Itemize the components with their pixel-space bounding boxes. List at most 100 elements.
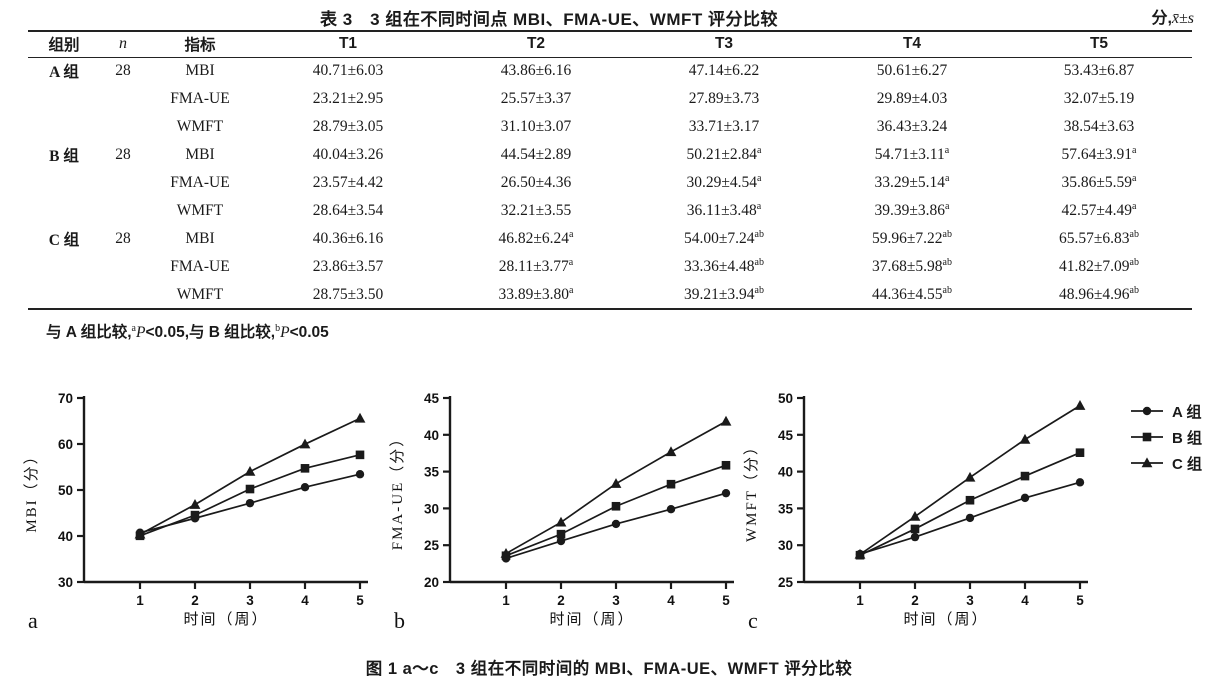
svg-text:4: 4 xyxy=(1021,593,1029,608)
legend-item-B组: B 组 xyxy=(1130,424,1202,450)
measure-cell: MBI xyxy=(185,146,215,163)
value-cell: 30.29±4.54a xyxy=(686,172,762,191)
svg-text:40: 40 xyxy=(778,465,793,480)
table-row: A 组 28 MBI 40.71±6.03 43.86±6.16 47.14±6.22 50… xyxy=(28,57,1192,85)
n-cell xyxy=(100,85,146,113)
value-cell: 33.89±3.80a xyxy=(498,284,574,303)
value-cell: 36.11±3.48a xyxy=(686,200,762,219)
footnote-segment: P xyxy=(280,324,290,341)
legend-label: A 组 xyxy=(1172,403,1202,421)
n-cell xyxy=(100,113,146,141)
value-cell: 41.82±7.09ab xyxy=(1059,256,1139,275)
svg-text:1: 1 xyxy=(856,593,864,608)
value-cell: 40.36±6.16 xyxy=(312,230,384,247)
svg-text:2: 2 xyxy=(557,593,565,608)
chart-mbi: 30 40 50 60 70 1 2 3 4 5 MBI（分） 时间（周） a xyxy=(23,391,368,633)
svg-text:25: 25 xyxy=(424,538,440,553)
table-body: A 组 28 MBI 40.71±6.03 43.86±6.16 47.14±6.22 50… xyxy=(28,57,1192,309)
value-cell: 57.64±3.91a xyxy=(1061,144,1137,163)
svg-text:25: 25 xyxy=(778,575,794,590)
svg-text:3: 3 xyxy=(966,593,974,608)
svg-text:1: 1 xyxy=(502,593,510,608)
value-cell: 33.36±4.48ab xyxy=(684,256,764,275)
svg-text:35: 35 xyxy=(778,501,794,516)
svg-text:40: 40 xyxy=(424,428,439,443)
svg-text:5: 5 xyxy=(1076,593,1084,608)
table-row: B 组 28 MBI 40.04±3.26 44.54±2.89 50.21±2.84a 5… xyxy=(28,141,1192,169)
svg-text:3: 3 xyxy=(246,593,254,608)
value-cell: 36.43±3.24 xyxy=(876,118,948,135)
column-header-T3: T3 xyxy=(630,31,818,58)
value-cell: 33.71±3.17 xyxy=(688,118,760,135)
series-A组 xyxy=(501,488,731,563)
legend-item-A组: A 组 xyxy=(1130,398,1202,424)
table-row: FMA-UE 23.86±3.57 28.11±3.77a 33.36±4.48ab 3… xyxy=(28,253,1192,281)
panel-letter: c xyxy=(748,608,758,633)
value-cell: 28.79±3.05 xyxy=(312,118,384,135)
value-cell: 28.11±3.77a xyxy=(498,256,574,275)
group-cell xyxy=(28,85,100,113)
footnote-segment: b xyxy=(275,322,281,334)
table-row: WMFT 28.75±3.50 33.89±3.80a 39.21±3.94ab 44.… xyxy=(28,281,1192,309)
measure-cell: FMA-UE xyxy=(170,174,230,191)
value-cell: 33.29±5.14a xyxy=(874,172,950,191)
value-cell: 38.54±3.63 xyxy=(1063,118,1135,135)
series-B组 xyxy=(135,450,365,541)
svg-text:1: 1 xyxy=(136,593,144,608)
value-cell: 32.21±3.55 xyxy=(500,202,572,219)
value-cell: 29.89±4.03 xyxy=(876,90,948,107)
n-cell: 28 xyxy=(115,62,131,80)
value-cell: 50.21±2.84a xyxy=(686,144,762,163)
svg-text:2: 2 xyxy=(191,593,199,608)
svg-text:20: 20 xyxy=(424,575,439,590)
table-row: FMA-UE 23.57±4.42 26.50±4.36 30.29±4.54a 33.… xyxy=(28,169,1192,197)
footnote-segment: a xyxy=(131,322,136,334)
table-row: WMFT 28.64±3.54 32.21±3.55 36.11±3.48a 39.39… xyxy=(28,197,1192,225)
value-cell: 65.57±6.83ab xyxy=(1059,228,1139,247)
value-cell: 43.86±6.16 xyxy=(500,62,572,80)
svg-text:60: 60 xyxy=(58,437,73,452)
x-axis: 1 2 3 4 5 xyxy=(804,580,1088,608)
value-cell: 50.61±6.27 xyxy=(876,62,948,80)
series-A组 xyxy=(855,478,1085,559)
column-header-T2: T2 xyxy=(442,31,630,58)
x-axis: 1 2 3 4 5 xyxy=(84,580,368,608)
y-axis-label: MBI（分） xyxy=(23,447,40,532)
value-cell: 59.96±7.22ab xyxy=(872,228,952,247)
table-row: C 组 28 MBI 40.36±6.16 46.82±6.24a 54.00±7.24a… xyxy=(28,225,1192,253)
column-header-n: n xyxy=(100,31,146,58)
table-title-row: 表 3 3 组在不同时间点 MBI、FMA-UE、WMFT 评分比较 分,x̄±… xyxy=(0,0,1218,30)
svg-text:70: 70 xyxy=(58,391,73,406)
n-cell: 28 xyxy=(115,146,131,163)
value-cell: 27.89±3.73 xyxy=(688,90,760,107)
panel-letter: b xyxy=(394,608,405,633)
series-C组 xyxy=(854,400,1086,559)
x-axis-label: 时间（周） xyxy=(183,611,268,628)
figure-caption: 图 1 a～c 3 组在不同时间的 MBI、FMA-UE、WMFT 评分比较 xyxy=(365,660,853,678)
chart-legend: A 组 B 组 C 组 xyxy=(1130,398,1202,476)
measure-cell: MBI xyxy=(185,62,215,80)
value-cell: 28.75±3.50 xyxy=(312,285,384,303)
value-cell: 23.21±2.95 xyxy=(312,90,384,107)
group-cell xyxy=(28,281,100,309)
svg-text:40: 40 xyxy=(58,529,73,544)
measure-cell: FMA-UE xyxy=(170,258,230,275)
column-header-T4: T4 xyxy=(818,31,1006,58)
group-cell xyxy=(28,253,100,281)
legend-label: B 组 xyxy=(1172,429,1203,447)
n-cell: 28 xyxy=(115,230,131,247)
table-title: 表 3 3 组在不同时间点 MBI、FMA-UE、WMFT 评分比较 xyxy=(319,10,779,29)
value-cell: 40.04±3.26 xyxy=(312,146,384,163)
n-cell xyxy=(100,281,146,309)
table-header: 组别 n 指标 T1 T2 T3 T4 T5 xyxy=(28,31,1192,58)
svg-text:50: 50 xyxy=(778,391,793,406)
value-cell: 53.43±6.87 xyxy=(1063,62,1135,80)
svg-text:35: 35 xyxy=(424,465,440,480)
x-axis-label: 时间（周） xyxy=(903,611,988,628)
circle-marker-icon xyxy=(1131,406,1163,416)
svg-text:30: 30 xyxy=(778,538,793,553)
n-cell xyxy=(100,169,146,197)
y-axis: 20 25 30 35 40 45 xyxy=(424,391,452,590)
table-footnote: 与 A 组比较,aP<0.05,与 B 组比较,bP<0.05 xyxy=(46,320,1218,342)
